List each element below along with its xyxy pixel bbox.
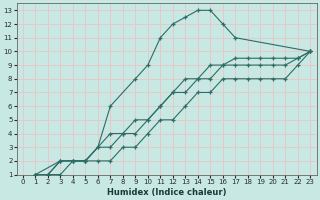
X-axis label: Humidex (Indice chaleur): Humidex (Indice chaleur) (107, 188, 226, 197)
